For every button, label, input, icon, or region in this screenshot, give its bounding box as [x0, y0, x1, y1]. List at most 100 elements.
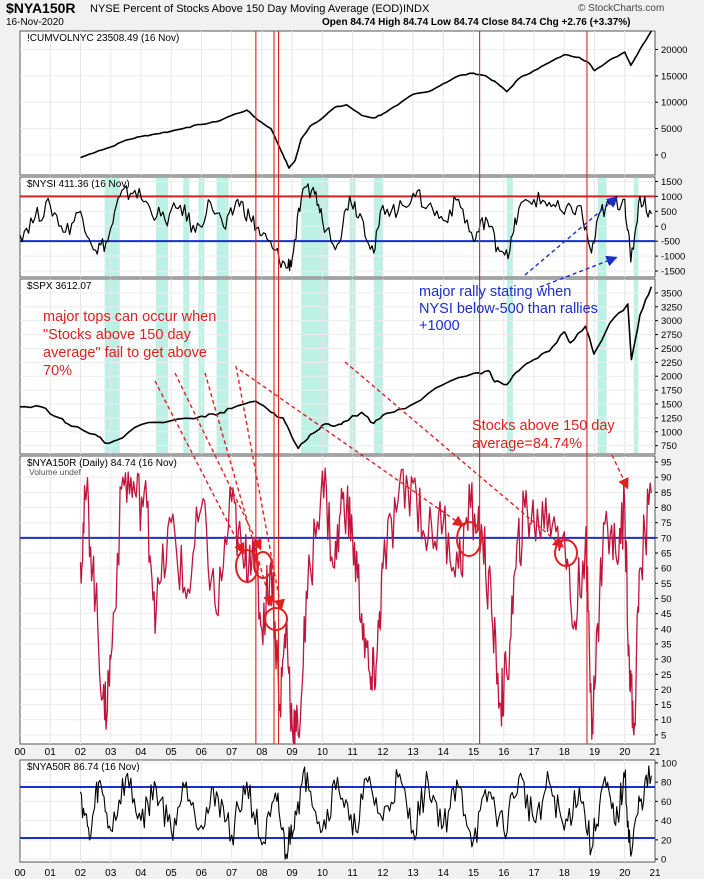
xtick-label: 17 [528, 868, 540, 879]
panel-title: !CUMVOLNYC 23508.49 (16 Nov) [27, 33, 179, 44]
ytick-label: 15 [661, 700, 672, 711]
ytick-label: 0 [661, 222, 666, 233]
series-line [79, 765, 652, 860]
xtick-label: 01 [45, 747, 57, 758]
ytick-label: 80 [661, 503, 672, 514]
ytick-label: 60 [661, 564, 672, 575]
xtick-label: 14 [438, 868, 450, 879]
ytick-label: 1500 [661, 400, 682, 411]
annotation-text: NYSI below-500 than rallies [419, 301, 598, 317]
shade-band [373, 280, 383, 453]
xtick-label: 00 [14, 747, 26, 758]
annotation-text: major tops can occur when [43, 309, 216, 325]
shade-band [104, 280, 120, 453]
ytick-label: 40 [661, 816, 672, 827]
ytick-label: 35 [661, 639, 672, 650]
annotation-text: "Stocks above 150 day [43, 327, 192, 343]
panel-title: $NYSI 411.36 (16 Nov) [27, 179, 130, 190]
ytick-label: 1500 [661, 177, 682, 188]
shade-band [597, 280, 607, 453]
ytick-label: 10 [661, 715, 672, 726]
xtick-label: 03 [105, 747, 117, 758]
shade-band [506, 178, 513, 276]
ytick-label: 20000 [661, 45, 687, 56]
xtick-label: 18 [559, 747, 571, 758]
xtick-label: 13 [408, 747, 420, 758]
annotation-text: average" fail to get above [43, 345, 207, 361]
annotation-text: +1000 [419, 318, 460, 334]
xtick-label: 12 [377, 868, 389, 879]
xtick-label: 15 [468, 747, 480, 758]
ytick-label: 2250 [661, 358, 682, 369]
xtick-label: 09 [287, 868, 299, 879]
ytick-label: -1000 [661, 252, 685, 263]
ytick-label: 85 [661, 488, 672, 499]
ytick-label: 80 [661, 778, 672, 789]
ytick-label: 90 [661, 473, 672, 484]
xtick-label: 11 [347, 747, 358, 758]
ytick-label: 70 [661, 533, 672, 544]
xtick-label: 16 [498, 868, 510, 879]
annotation-arrow [174, 372, 262, 551]
series-line [19, 183, 652, 272]
exchange-label: INDX [403, 3, 430, 15]
ytick-label: 5 [661, 730, 666, 741]
ytick-label: 2000 [661, 372, 682, 383]
shade-band [216, 178, 229, 276]
ytick-label: 1250 [661, 413, 682, 424]
annotation-arrow [611, 454, 629, 490]
panel-title: $SPX 3612.07 [27, 281, 92, 292]
symbol-label: $NYA150R [6, 0, 76, 16]
panel-3: 95 90 85 80 75 70 65 60 55 50 45 40 35 30 25 20 15 10 5 $NY… [19, 455, 672, 745]
xtick-label: 02 [75, 868, 87, 879]
ytick-label: 3000 [661, 316, 682, 327]
shade-band [597, 178, 607, 276]
ytick-label: 2500 [661, 344, 682, 355]
xtick-label: 20 [619, 868, 631, 879]
xtick-label: 21 [649, 868, 661, 879]
panel-4: 100 80 60 40 20 0 $NYA50R 86.74 (16 Nov) [19, 758, 677, 866]
ytick-label: 15000 [661, 71, 687, 82]
highlight-circle [554, 539, 578, 567]
ytick-label: 75 [661, 518, 672, 529]
xtick-label: 04 [135, 868, 147, 879]
ytick-label: 3250 [661, 302, 682, 313]
xtick-label: 17 [528, 747, 540, 758]
xtick-label: 06 [196, 747, 208, 758]
ytick-label: 20 [661, 685, 672, 696]
ytick-label: 0 [661, 855, 666, 866]
xtick-label: 04 [135, 747, 147, 758]
ytick-label: 1000 [661, 192, 682, 203]
panel-frame [19, 30, 656, 176]
xtick-label: 13 [408, 868, 420, 879]
ytick-label: 55 [661, 579, 672, 590]
xtick-label: 08 [256, 868, 268, 879]
ohlc-label: Open 84.74 High 84.74 Low 84.74 Close 84… [322, 17, 631, 28]
ytick-label: 30 [661, 655, 672, 666]
ytick-label: 60 [661, 797, 672, 808]
shade-band [301, 280, 329, 453]
xtick-label: 15 [468, 868, 480, 879]
xtick-label: 19 [589, 868, 601, 879]
annotation-arrow [204, 372, 275, 607]
ytick-label: 2750 [661, 330, 682, 341]
ytick-label: 750 [661, 441, 677, 452]
xtick-label: 20 [619, 747, 631, 758]
shade-band [506, 280, 513, 453]
series-line [79, 467, 653, 745]
ytick-label: 500 [661, 207, 677, 218]
description-label: NYSE Percent of Stocks Above 150 Day Mov… [90, 3, 403, 15]
series-line [80, 30, 653, 169]
ytick-label: -500 [661, 237, 680, 248]
ytick-label: 100 [661, 758, 677, 769]
highlight-circle [456, 521, 482, 557]
xtick-label: 03 [105, 868, 117, 879]
ytick-label: 65 [661, 549, 672, 560]
xtick-label: 06 [196, 868, 208, 879]
shade-band [104, 178, 120, 276]
ytick-label: 45 [661, 609, 672, 620]
shade-band [183, 280, 190, 453]
xtick-label: 09 [287, 747, 299, 758]
